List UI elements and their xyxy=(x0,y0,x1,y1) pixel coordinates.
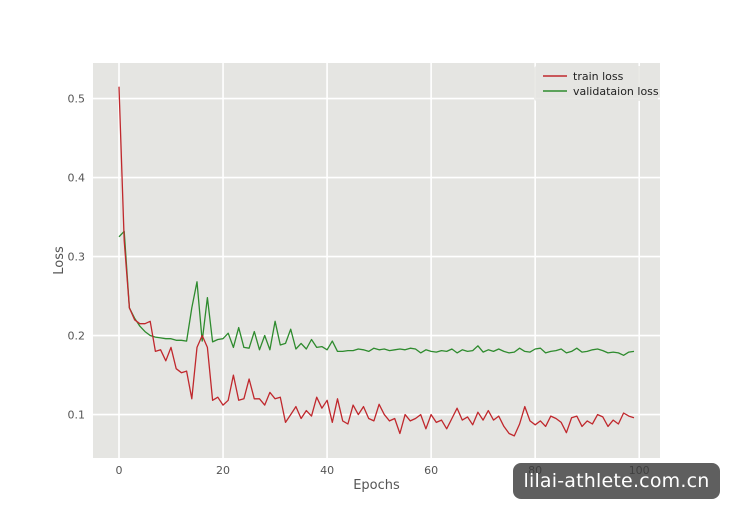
watermark-badge: lilai-athlete.com.cn xyxy=(513,463,720,499)
series-lines xyxy=(118,86,635,437)
plot-area xyxy=(93,63,660,458)
y-tick-label: 0.5 xyxy=(68,93,86,106)
grid-lines xyxy=(93,63,660,458)
x-tick-label: 40 xyxy=(320,464,334,477)
legend: train loss validataion loss xyxy=(534,66,659,101)
x-tick-label: 20 xyxy=(216,464,230,477)
legend-label-train-loss: train loss xyxy=(573,70,624,83)
legend-label-validation-loss: validataion loss xyxy=(573,85,659,98)
y-tick-label: 0.1 xyxy=(68,409,86,422)
x-axis-label: Epochs xyxy=(353,478,400,493)
x-tick-label: 60 xyxy=(424,464,438,477)
series-line-validataion-loss xyxy=(118,230,635,356)
y-tick-label: 0.4 xyxy=(68,172,86,185)
y-tick-label: 0.3 xyxy=(68,251,86,264)
series-line-train-loss xyxy=(118,86,635,437)
legend-box xyxy=(534,66,658,101)
x-tick-label: 0 xyxy=(116,464,123,477)
y-axis-label: Loss xyxy=(52,246,67,275)
y-tick-label: 0.2 xyxy=(68,330,86,343)
